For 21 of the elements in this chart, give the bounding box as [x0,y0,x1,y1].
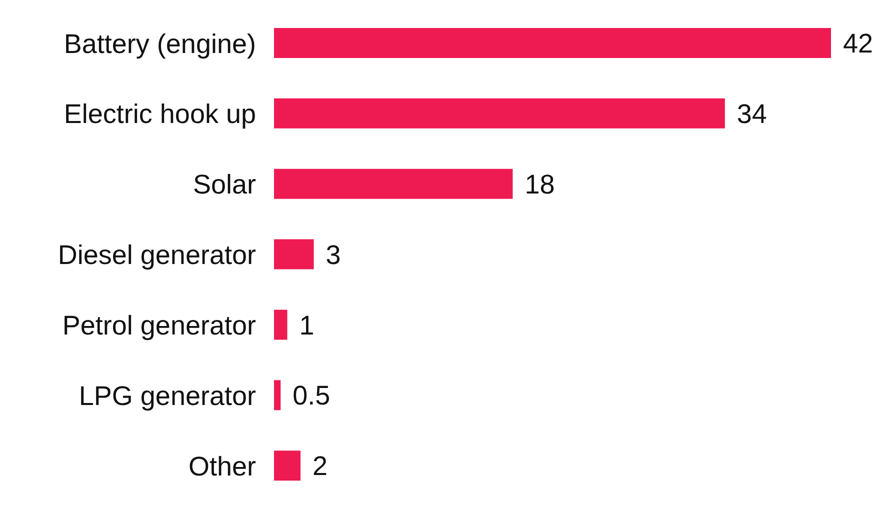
bar [274,98,725,128]
y-tick-label: Petrol generator [62,310,256,341]
bar [274,380,281,410]
data-label: 2 [312,451,328,482]
data-label: 18 [524,169,555,200]
bar [274,28,831,58]
y-tick-label: LPG generator [78,380,256,411]
y-tick-label: Diesel generator [58,240,256,270]
y-tick-label: Other [188,451,256,482]
data-label: 42 [843,28,874,59]
bar [274,168,513,199]
bar [274,239,314,270]
data-label: 0.5 [292,380,330,411]
y-tick-label: Battery (engine) [64,28,256,59]
data-label: 3 [326,240,341,270]
data-label: 1 [299,310,314,340]
y-tick-label: Solar [192,170,256,200]
bar [274,450,301,481]
data-label: 34 [736,99,767,130]
bar [274,310,288,340]
y-tick-label: Electric hook up [64,99,256,130]
